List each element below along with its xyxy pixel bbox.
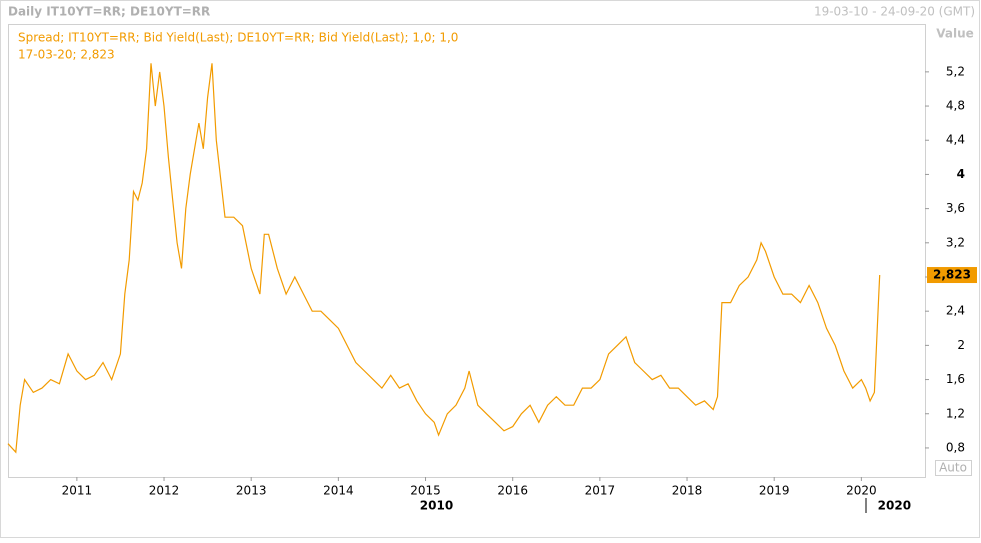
y-tick-label: 2,4: [946, 304, 965, 318]
chart-title: Daily IT10YT=RR; DE10YT=RR: [8, 5, 210, 19]
x-tick-label: 2014: [323, 484, 354, 498]
y-tick-label: 4,4: [946, 133, 965, 147]
annotation: 17-03-20; 2,823: [18, 48, 115, 62]
x-tick-label: 2020: [846, 484, 877, 498]
y-tick-label: 5,2: [946, 64, 965, 78]
x-tick-label: 2011: [62, 484, 93, 498]
x-tick-label: 2015: [410, 484, 441, 498]
plot-frame: [8, 24, 926, 478]
y-tick-label: 2: [957, 338, 965, 352]
chart-subtitle: 19-03-10 - 24-09-20 (GMT): [814, 5, 975, 19]
y-tick-label: 3,6: [946, 201, 965, 215]
y-tick-label: 0,8: [946, 440, 965, 454]
x-tick-label: 2012: [149, 484, 180, 498]
last-value-box: [927, 267, 977, 284]
period-label: 2020: [878, 499, 911, 513]
period-label: 2010: [420, 499, 453, 513]
y-tick-label: 3,2: [946, 235, 965, 249]
x-tick-label: 2017: [585, 484, 616, 498]
x-tick-label: 2018: [672, 484, 703, 498]
auto-button[interactable]: [935, 460, 972, 476]
auto-button-label[interactable]: Auto: [939, 461, 967, 475]
y-tick-label: 4,8: [946, 99, 965, 113]
legend-entry: Spread; IT10YT=RR; Bid Yield(Last); DE10…: [18, 31, 458, 45]
series-line: [7, 63, 881, 454]
y-tick-label: 4: [957, 167, 965, 181]
last-value-label: 2,823: [933, 268, 971, 282]
y-tick-label: 1,2: [946, 406, 965, 420]
y-tick-label: 1,6: [946, 372, 965, 386]
x-tick-label: 2016: [497, 484, 528, 498]
y-axis-label: Value: [936, 27, 974, 41]
x-tick-label: 2019: [759, 484, 790, 498]
x-tick-label: 2013: [236, 484, 267, 498]
